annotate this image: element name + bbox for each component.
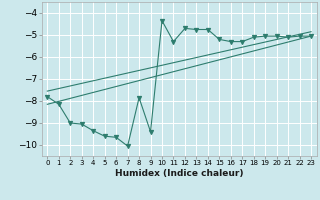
X-axis label: Humidex (Indice chaleur): Humidex (Indice chaleur) — [115, 169, 244, 178]
